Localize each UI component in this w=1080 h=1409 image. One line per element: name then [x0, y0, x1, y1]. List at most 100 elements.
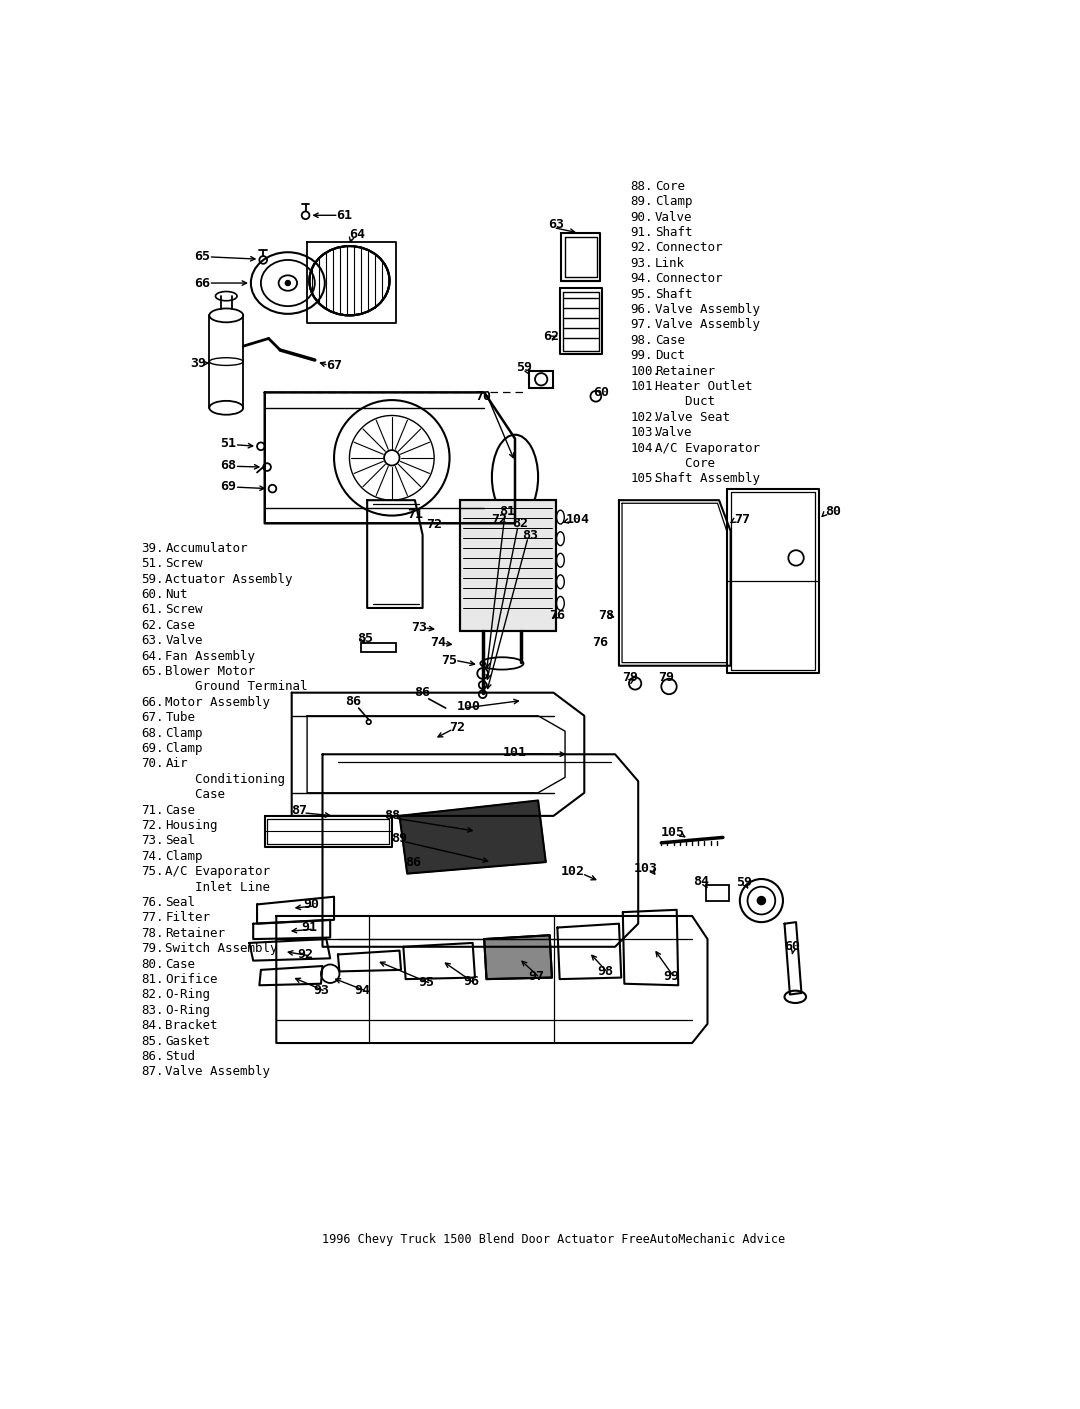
- Text: 101: 101: [503, 747, 527, 759]
- Text: 87.: 87.: [140, 1065, 163, 1078]
- Text: 87: 87: [292, 805, 308, 817]
- Text: 103.: 103.: [631, 427, 661, 440]
- Text: 90: 90: [303, 898, 319, 912]
- Text: 100.: 100.: [631, 365, 661, 378]
- Text: Filter: Filter: [165, 912, 211, 924]
- Text: 68: 68: [220, 459, 237, 472]
- Text: 72: 72: [427, 519, 442, 531]
- Text: 79: 79: [658, 671, 674, 683]
- Text: 70.: 70.: [140, 758, 163, 771]
- Text: 85: 85: [356, 633, 373, 645]
- Text: 93.: 93.: [631, 256, 653, 271]
- Text: 72.: 72.: [140, 819, 163, 831]
- Bar: [529, 371, 553, 387]
- Text: Retainer: Retainer: [165, 927, 226, 940]
- Text: 75: 75: [442, 654, 458, 666]
- Text: 76: 76: [592, 635, 608, 650]
- Text: 64.: 64.: [140, 650, 163, 662]
- Polygon shape: [484, 936, 552, 979]
- Text: 61: 61: [336, 209, 352, 221]
- Text: 60.: 60.: [140, 588, 163, 602]
- Text: 70: 70: [475, 390, 490, 403]
- Text: 89.: 89.: [631, 196, 653, 209]
- Text: 51.: 51.: [140, 557, 163, 571]
- Text: 66: 66: [194, 276, 211, 289]
- Text: 88.: 88.: [631, 180, 653, 193]
- Text: Valve Seat: Valve Seat: [656, 411, 730, 424]
- Text: 76: 76: [550, 609, 565, 623]
- Bar: [361, 643, 395, 652]
- Text: Valve: Valve: [165, 634, 203, 647]
- Text: Fan Assembly: Fan Assembly: [165, 650, 255, 662]
- Text: 103: 103: [634, 862, 658, 875]
- Text: 99.: 99.: [631, 349, 653, 362]
- Text: 95: 95: [418, 976, 434, 989]
- Text: 92.: 92.: [631, 241, 653, 255]
- Text: Orifice: Orifice: [165, 974, 218, 986]
- Text: Seal: Seal: [165, 834, 195, 847]
- Text: Switch Assembly: Switch Assembly: [165, 943, 278, 955]
- Text: Gasket: Gasket: [165, 1034, 211, 1047]
- Text: Shaft: Shaft: [656, 225, 692, 240]
- Text: Case: Case: [656, 334, 685, 347]
- Text: 79.: 79.: [140, 943, 163, 955]
- Text: 91: 91: [301, 921, 318, 934]
- Text: 65: 65: [194, 249, 211, 262]
- Text: Case: Case: [165, 803, 195, 817]
- Text: Seal: Seal: [165, 896, 195, 909]
- Text: Clamp: Clamp: [656, 196, 692, 209]
- Text: 100: 100: [457, 700, 481, 713]
- Text: 80.: 80.: [140, 958, 163, 971]
- Bar: [460, 500, 556, 631]
- Text: Ground Terminal: Ground Terminal: [165, 681, 308, 693]
- Text: 86: 86: [405, 855, 421, 868]
- Text: 73.: 73.: [140, 834, 163, 847]
- Text: 99: 99: [663, 969, 679, 982]
- Text: Core: Core: [656, 180, 685, 193]
- Text: 39: 39: [190, 356, 206, 369]
- Text: 76.: 76.: [140, 896, 163, 909]
- Text: 94.: 94.: [631, 272, 653, 285]
- Text: A/C Evaporator: A/C Evaporator: [165, 865, 270, 878]
- Bar: [706, 885, 729, 900]
- Text: 78: 78: [598, 609, 613, 623]
- Text: 93: 93: [313, 983, 329, 998]
- Text: Case: Case: [165, 788, 226, 802]
- Text: Housing: Housing: [165, 819, 218, 831]
- Text: Shaft Assembly: Shaft Assembly: [656, 472, 760, 486]
- Text: 65.: 65.: [140, 665, 163, 678]
- Text: 63: 63: [548, 218, 564, 231]
- Text: Clamp: Clamp: [165, 743, 203, 755]
- Text: Case: Case: [165, 958, 195, 971]
- Text: 102.: 102.: [631, 411, 661, 424]
- Text: 62: 62: [543, 331, 559, 344]
- Text: 97.: 97.: [631, 318, 653, 331]
- Text: 59.: 59.: [140, 572, 163, 586]
- Polygon shape: [400, 800, 545, 874]
- Text: 73: 73: [410, 621, 427, 634]
- Text: Screw: Screw: [165, 557, 203, 571]
- Text: 64: 64: [349, 228, 365, 241]
- Text: 102: 102: [561, 865, 584, 878]
- Text: 67: 67: [326, 359, 342, 372]
- Text: Connector: Connector: [656, 272, 723, 285]
- Text: 69: 69: [220, 480, 237, 493]
- Text: 72: 72: [449, 721, 465, 734]
- Text: 71: 71: [407, 507, 423, 520]
- Text: Inlet Line: Inlet Line: [165, 881, 270, 893]
- Text: 105: 105: [661, 826, 685, 840]
- Text: 77.: 77.: [140, 912, 163, 924]
- Text: 81.: 81.: [140, 974, 163, 986]
- Text: 80: 80: [825, 506, 841, 519]
- Text: A/C Evaporator: A/C Evaporator: [656, 441, 760, 455]
- Text: 1996 Chevy Truck 1500 Blend Door Actuator FreeAutoMechanic Advice: 1996 Chevy Truck 1500 Blend Door Actuato…: [322, 1233, 785, 1246]
- Circle shape: [757, 896, 766, 905]
- Text: Valve Assembly: Valve Assembly: [656, 303, 760, 316]
- Text: Connector: Connector: [656, 241, 723, 255]
- Text: 61.: 61.: [140, 603, 163, 616]
- Text: 68.: 68.: [140, 727, 163, 740]
- Text: 77: 77: [734, 513, 751, 526]
- Text: 79: 79: [622, 671, 638, 683]
- Text: Duct: Duct: [656, 349, 685, 362]
- Text: Duct: Duct: [656, 396, 715, 409]
